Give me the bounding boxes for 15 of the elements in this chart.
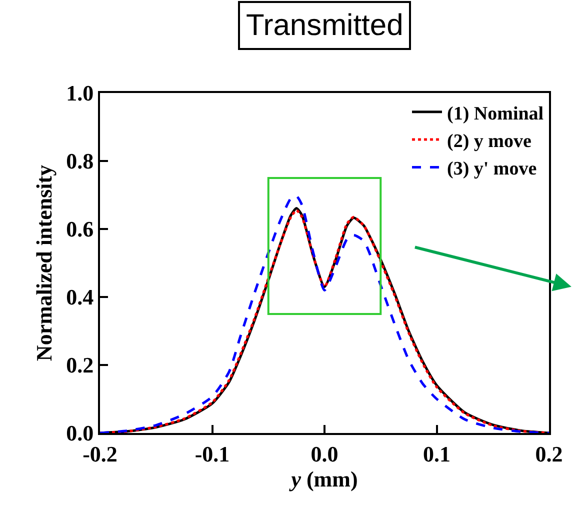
legend-label: (3) y' move xyxy=(447,158,537,180)
y-tick-label: 0.8 xyxy=(66,148,94,174)
y-tick-label: 0.2 xyxy=(66,352,94,378)
legend-label: (2) y move xyxy=(447,130,532,152)
x-tick-label: 0.1 xyxy=(423,441,450,466)
x-tick-label: -0.1 xyxy=(194,441,230,466)
x-tick-label: 0.0 xyxy=(310,441,338,466)
y-tick-label: 1.0 xyxy=(66,80,94,106)
chart-title: Transmitted xyxy=(246,9,404,42)
x-tick-label: 0.2 xyxy=(535,441,563,466)
legend-label: (1) Nominal xyxy=(447,103,544,124)
y-tick-label: 0.6 xyxy=(66,216,94,242)
x-axis-title: y (mm) xyxy=(288,466,358,492)
y-tick-label: 0.4 xyxy=(66,284,94,310)
y-axis-title: Normalized intensity xyxy=(31,164,56,362)
